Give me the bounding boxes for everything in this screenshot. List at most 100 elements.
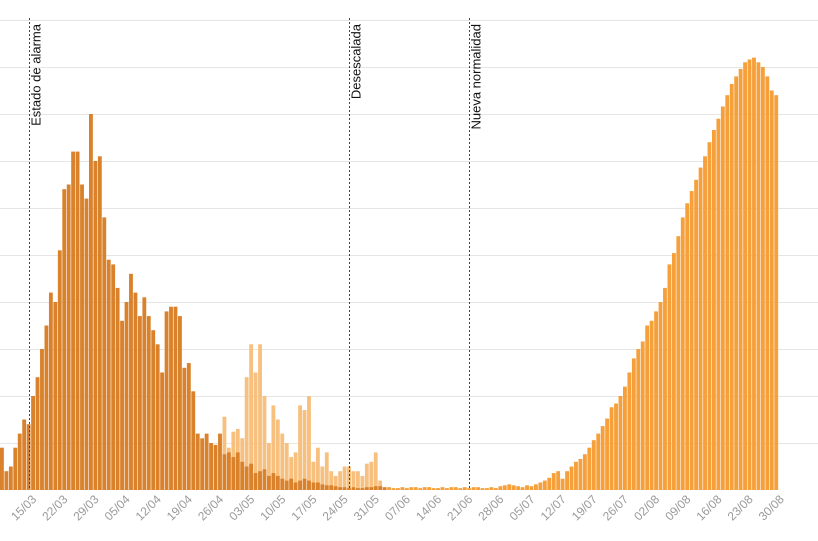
daily-bar xyxy=(8,466,13,490)
daily-bar xyxy=(600,426,605,490)
daily-bar xyxy=(44,325,49,490)
daily-bar xyxy=(658,302,663,490)
daily-bar xyxy=(511,485,516,490)
daily-bar xyxy=(729,83,734,491)
daily-bar xyxy=(623,386,627,490)
daily-bar xyxy=(133,292,138,490)
daily-bar xyxy=(471,487,476,490)
daily-bar xyxy=(502,485,507,490)
daily-bar xyxy=(422,487,427,490)
x-tick-label: 31/05 xyxy=(351,492,382,523)
daily-bar xyxy=(262,469,267,490)
daily-bar xyxy=(756,62,761,491)
daily-bar xyxy=(209,443,213,490)
secondary-bar xyxy=(267,443,271,490)
daily-bar xyxy=(774,95,779,490)
secondary-bar xyxy=(262,396,267,490)
secondary-bar xyxy=(293,452,298,490)
daily-bar xyxy=(22,419,27,490)
x-tick-label: 02/08 xyxy=(631,492,662,523)
daily-bar xyxy=(35,377,40,490)
daily-bar xyxy=(685,203,690,491)
daily-bar xyxy=(329,485,334,490)
daily-bar xyxy=(293,482,298,490)
x-tick-label: 26/04 xyxy=(195,492,226,523)
daily-bar xyxy=(235,452,240,490)
daily-bar xyxy=(0,447,4,490)
daily-bar xyxy=(707,142,712,490)
daily-bar xyxy=(694,179,699,491)
secondary-bar xyxy=(275,419,280,490)
daily-bar xyxy=(614,403,618,490)
daily-bar xyxy=(760,67,765,490)
daily-bar xyxy=(84,198,89,490)
daily-bar xyxy=(324,485,329,490)
x-tick-label: 12/04 xyxy=(133,492,164,523)
daily-bar xyxy=(453,487,458,490)
daily-bar xyxy=(267,475,271,490)
secondary-bar xyxy=(311,461,316,490)
daily-bar xyxy=(640,341,645,490)
daily-bars xyxy=(0,57,779,491)
daily-bar xyxy=(244,466,249,490)
secondary-bar xyxy=(253,372,258,490)
daily-bar xyxy=(231,457,236,490)
daily-bar xyxy=(218,433,222,490)
x-tick-label: 26/07 xyxy=(600,492,631,523)
daily-bar xyxy=(4,471,9,490)
daily-bar xyxy=(151,330,156,490)
x-tick-label: 05/07 xyxy=(507,492,538,523)
daily-bar xyxy=(356,488,360,490)
daily-bar xyxy=(431,488,436,490)
daily-bar xyxy=(258,471,262,490)
secondary-bar xyxy=(307,396,311,490)
daily-bar xyxy=(676,236,681,490)
daily-bar xyxy=(458,488,463,490)
daily-bar xyxy=(48,292,53,490)
daily-bar xyxy=(182,367,187,490)
daily-bar xyxy=(667,264,672,490)
daily-bar xyxy=(53,302,58,490)
daily-bar xyxy=(191,391,196,490)
daily-bar xyxy=(703,156,707,491)
daily-bar xyxy=(391,488,396,490)
daily-bar xyxy=(17,433,22,490)
secondary-bar xyxy=(369,461,374,490)
daily-bar xyxy=(769,90,774,490)
daily-bar xyxy=(400,487,405,490)
x-axis-ticks: 15/03 22/03 29/03 05/04 12/04 19/04 26/04 03/05… xyxy=(8,492,787,523)
daily-bar xyxy=(605,418,610,490)
x-tick-label: 22/03 xyxy=(39,492,70,523)
daily-bar xyxy=(440,487,445,490)
daily-bar xyxy=(204,433,209,490)
daily-bar xyxy=(534,484,538,490)
daily-bar xyxy=(565,471,569,490)
daily-bar xyxy=(333,486,338,490)
secondary-bar xyxy=(351,471,356,490)
daily-bar xyxy=(663,287,667,490)
daily-bar xyxy=(342,487,347,490)
daily-bar xyxy=(280,478,285,490)
daily-bar xyxy=(680,217,685,490)
daily-bar xyxy=(413,487,418,490)
daily-bar xyxy=(591,440,596,490)
daily-bar xyxy=(40,349,44,490)
daily-bar xyxy=(360,488,365,490)
daily-bar xyxy=(320,484,325,490)
daily-bar xyxy=(396,488,400,490)
secondary-bar xyxy=(333,475,338,490)
event-markers: Estado de alarma Desescalada Nueva normali… xyxy=(29,18,484,490)
daily-bar xyxy=(529,486,534,490)
daily-bar xyxy=(427,487,432,490)
daily-bar xyxy=(752,57,756,490)
daily-bar xyxy=(578,458,583,490)
daily-bar xyxy=(387,487,391,490)
daily-bar xyxy=(654,311,658,490)
daily-bar xyxy=(200,438,205,490)
x-tick-label: 21/06 xyxy=(444,492,475,523)
secondary-bar xyxy=(364,463,369,490)
daily-bar xyxy=(369,487,374,490)
daily-bar xyxy=(720,106,725,490)
daily-bar xyxy=(186,363,191,490)
daily-bar xyxy=(618,396,623,490)
